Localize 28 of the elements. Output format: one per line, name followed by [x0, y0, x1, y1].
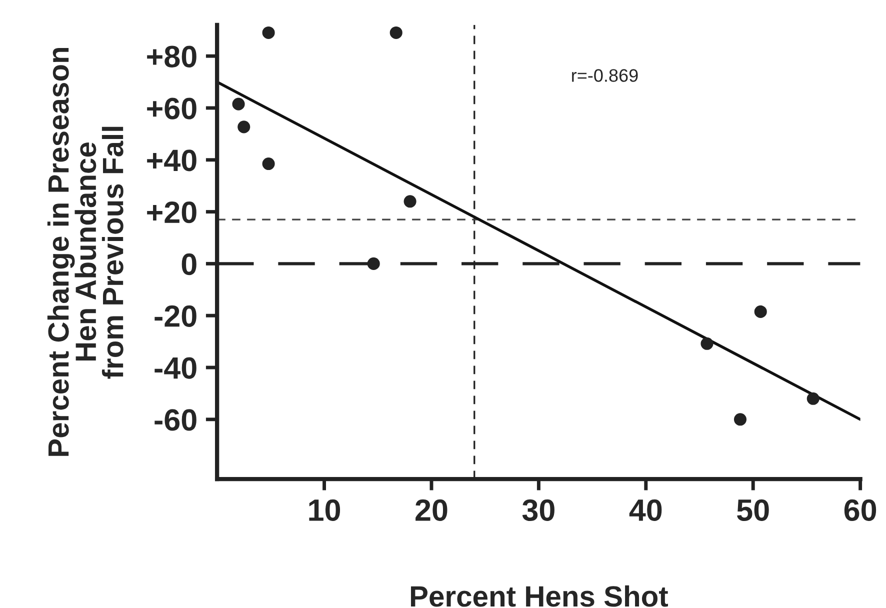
x-tick-label: 30: [522, 499, 554, 522]
point: [404, 195, 416, 208]
point: [367, 257, 380, 270]
point: [734, 413, 747, 426]
y-tick-label: +20: [147, 202, 196, 224]
point: [806, 392, 820, 405]
point: [754, 305, 767, 318]
y-tick-label: 0: [182, 253, 196, 276]
y-tick-label: +60: [147, 98, 196, 120]
y-tick-label: +40: [147, 150, 196, 172]
x-tick-label: 60: [844, 499, 876, 521]
x-axis-title: Percent Hens Shot: [410, 585, 668, 607]
x-tick-label: 20: [416, 499, 448, 521]
y-axis-title: Percent Change in Preseason Hen Abundance from Previous Fall: [47, 48, 124, 456]
point: [262, 26, 275, 39]
y-tick-label: -60: [154, 409, 196, 431]
x-tick-label: 10: [309, 499, 340, 521]
annotation: r=-0.869: [572, 69, 638, 82]
point: [262, 158, 275, 170]
point: [232, 98, 245, 110]
point: [238, 120, 250, 134]
y-tick-label: -40: [154, 357, 196, 379]
x-tick-label: 40: [629, 499, 662, 521]
x-tick-label: 50: [737, 499, 769, 521]
point: [700, 337, 714, 350]
point: [390, 26, 402, 39]
y-tick-label: -20: [154, 305, 196, 327]
y-tick-label: +80: [147, 46, 196, 68]
